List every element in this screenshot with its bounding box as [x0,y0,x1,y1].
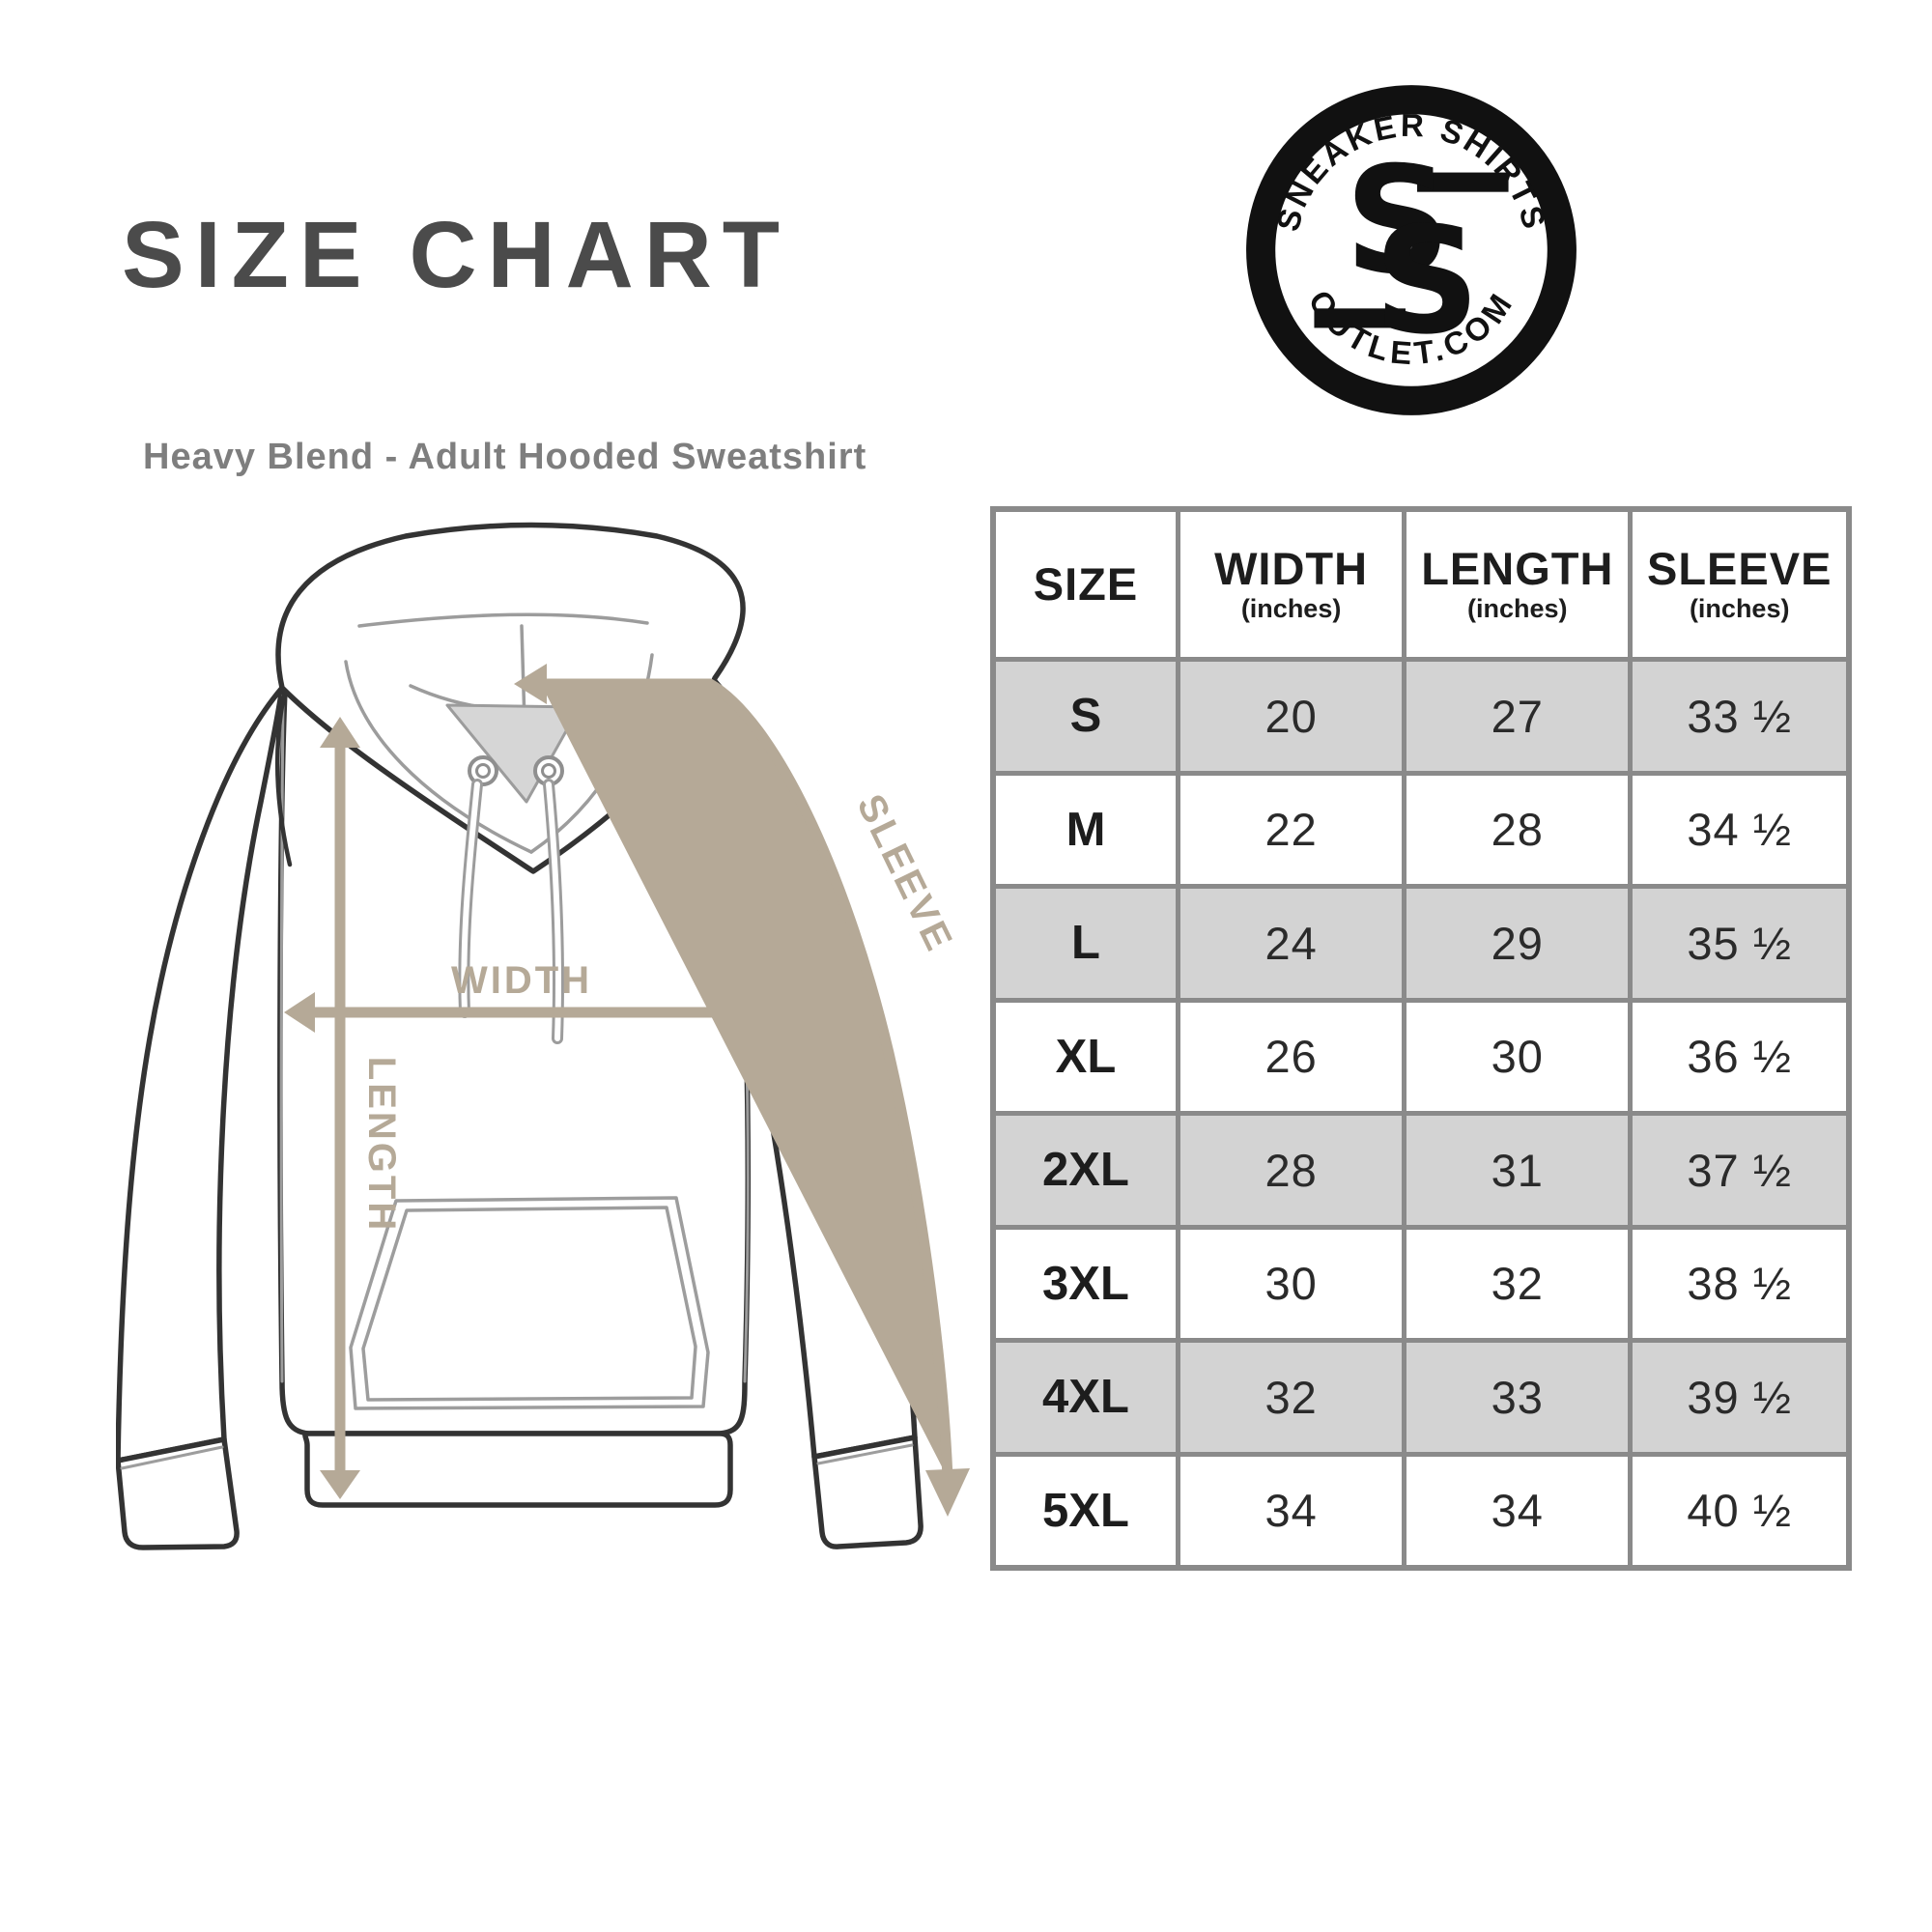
hoodie-drawstrings [458,779,564,1044]
table-cell-width: 30 [1179,1229,1403,1338]
hoodie-left-sleeve [116,685,285,1463]
table-cell-width: 24 [1179,889,1403,998]
table-cell-length: 28 [1406,775,1629,884]
table-cell-width: 28 [1179,1116,1403,1225]
table-cell-width: 32 [1179,1343,1403,1452]
hoodie-left-cuff [116,1436,240,1550]
table-cell-size: 5XL [996,1456,1176,1565]
table-cell-size: 3XL [996,1229,1176,1338]
sleeve-arrow [514,664,970,1517]
hoodie-pocket [349,1196,710,1410]
table-cell-size: M [996,775,1176,884]
size-table: SIZE WIDTH (inches) LENGTH (inches) SLEEVE… [990,506,1852,1571]
table-cell-size: S [996,662,1176,771]
measure-arrows [284,664,970,1517]
svg-text:S: S [1374,195,1480,367]
table-cell-sleeve: 36 ½ [1633,1002,1846,1111]
table-header-width: WIDTH (inches) [1179,512,1403,657]
table-cell-length: 33 [1406,1343,1629,1452]
table-cell-width: 20 [1179,662,1403,771]
table-cell-size: 2XL [996,1116,1176,1225]
table-header-size: SIZE [996,512,1176,657]
logo-ss-monogram-icon: S S [1314,135,1509,367]
table-cell-sleeve: 33 ½ [1633,662,1846,771]
table-cell-length: 30 [1406,1002,1629,1111]
table-cell-length: 29 [1406,889,1629,998]
table-cell-width: 22 [1179,775,1403,884]
width-label: WIDTH [451,959,592,1002]
page-subtitle: Heavy Blend - Adult Hooded Sweatshirt [143,437,867,477]
hoodie-waistband [302,1431,733,1508]
table-cell-length: 32 [1406,1229,1629,1338]
table-header-length: LENGTH (inches) [1406,512,1629,657]
table-cell-sleeve: 40 ½ [1633,1456,1846,1565]
table-cell-sleeve: 35 ½ [1633,889,1846,998]
table-cell-size: 4XL [996,1343,1176,1452]
length-label: LENGTH [360,1057,403,1233]
table-cell-width: 26 [1179,1002,1403,1111]
table-cell-sleeve: 39 ½ [1633,1343,1846,1452]
table-cell-length: 31 [1406,1116,1629,1225]
table-cell-sleeve: 34 ½ [1633,775,1846,884]
svg-text:S: S [1345,135,1451,307]
table-cell-size: L [996,889,1176,998]
table-cell-size: XL [996,1002,1176,1111]
table-cell-sleeve: 38 ½ [1633,1229,1846,1338]
length-arrow [320,717,360,1499]
table-cell-sleeve: 37 ½ [1633,1116,1846,1225]
table-cell-length: 27 [1406,662,1629,771]
table-cell-width: 34 [1179,1456,1403,1565]
sleeve-label: SLEEVE [848,788,961,959]
page-title: SIZE CHART [122,202,790,307]
hoodie-right-cuff [811,1435,923,1549]
hoodie-diagram: WIDTH LENGTH SLEEVE [116,522,970,1550]
hoodie-eyelets [468,755,564,786]
table-cell-length: 34 [1406,1456,1629,1565]
table-header-sleeve: SLEEVE (inches) [1633,512,1846,657]
hoodie-neck-triangle [445,703,582,804]
brand-logo: SNEAKER SHIRTS OUTLET.COM S S [1246,85,1577,415]
